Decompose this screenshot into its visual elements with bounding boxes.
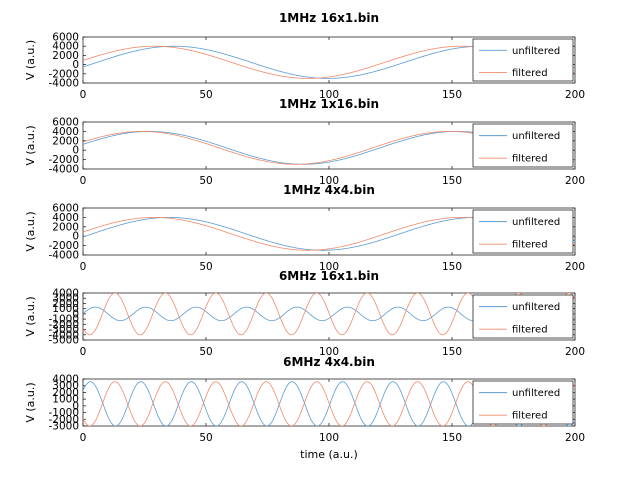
legend-label: filtered [512, 240, 548, 251]
x-tick-label: 200 [565, 346, 585, 358]
y-tick-label: 3000 [52, 380, 79, 392]
legend-label: unfiltered [512, 131, 560, 142]
subplot-3: 1MHz 4x4.bin V (a.u.) 0 50 100 150 200 -4000-20… [24, 183, 585, 273]
subplot-5: 6MHz 4x4.bin V (a.u.) time (a.u.) 0 50 100 150… [24, 355, 585, 461]
x-tick-label: 50 [199, 89, 212, 101]
x-tick-label: 100 [319, 89, 339, 101]
y-axis-label: V (a.u.) [24, 296, 37, 336]
y-tick-label: 0 [72, 231, 79, 243]
legend-label: unfiltered [512, 388, 560, 399]
legend: unfiltered filtered [472, 380, 574, 425]
y-tick-label: 2000 [52, 221, 79, 233]
chart-title: 1MHz 16x1.bin [279, 11, 379, 25]
y-tick-label: 4000 [52, 212, 79, 224]
legend-box [472, 38, 574, 82]
y-tick-label: -2000 [48, 154, 79, 166]
y-tick-label: 2000 [52, 50, 79, 62]
legend-label: unfiltered [512, 217, 560, 228]
chart-title: 6MHz 4x4.bin [283, 355, 375, 369]
x-tick-label: 50 [199, 432, 212, 444]
legend-label: unfiltered [512, 302, 560, 313]
x-tick-label: 0 [80, 89, 87, 101]
y-tick-label: -4000 [48, 329, 79, 341]
y-tick-label: -2000 [48, 319, 79, 331]
x-axis-label: time (a.u.) [300, 448, 358, 461]
legend: unfiltered filtered [472, 123, 574, 168]
y-tick-label: 1000 [52, 303, 79, 315]
y-tick-label: 2000 [52, 135, 79, 147]
subplot-4: 6MHz 16x1.bin V (a.u.) 0 50 100 150 200 -5000-4… [24, 269, 585, 358]
chart-title: 6MHz 16x1.bin [279, 269, 379, 283]
y-tick-label: 3000 [52, 293, 79, 305]
y-tick-label: -3000 [48, 421, 79, 433]
y-tick-label: -2000 [48, 68, 79, 80]
x-tick-label: 50 [199, 346, 212, 358]
y-tick-label: -1000 [48, 407, 79, 419]
legend-label: filtered [512, 411, 548, 422]
legend-box [472, 123, 574, 168]
y-tick-label: -3000 [48, 324, 79, 336]
legend-box [472, 209, 574, 254]
y-tick-label: 0 [72, 308, 79, 320]
x-tick-label: 100 [319, 346, 339, 358]
chart-title: 1MHz 4x4.bin [283, 183, 375, 197]
x-tick-label: 150 [442, 432, 462, 444]
x-tick-label: 50 [199, 261, 212, 273]
x-tick-label: 0 [80, 261, 87, 273]
x-tick-label: 0 [80, 346, 87, 358]
y-tick-label: 6000 [52, 117, 79, 129]
y-tick-label: 2000 [52, 298, 79, 310]
legend: unfiltered filtered [472, 209, 574, 254]
legend-box [472, 294, 574, 339]
x-tick-label: 150 [442, 175, 462, 187]
subplot-1: 1MHz 16x1.bin V (a.u.) 0 50 100 150 200 -4000-2… [24, 11, 585, 101]
x-tick-label: 150 [442, 346, 462, 358]
y-tick-label: -1000 [48, 314, 79, 326]
chart-title: 1MHz 1x16.bin [279, 97, 379, 111]
y-tick-label: -4000 [48, 250, 79, 262]
x-tick-label: 150 [442, 89, 462, 101]
y-axis-label: V (a.u.) [24, 211, 37, 251]
y-tick-label: 6000 [52, 203, 79, 215]
legend-label: filtered [512, 154, 548, 165]
x-tick-label: 0 [80, 175, 87, 187]
y-tick-label: 4000 [52, 126, 79, 138]
y-tick-label: 0 [72, 145, 79, 157]
x-tick-label: 150 [442, 261, 462, 273]
x-tick-label: 200 [565, 261, 585, 273]
y-axis-label: V (a.u.) [24, 125, 37, 165]
y-tick-label: 0 [72, 59, 79, 71]
x-tick-label: 100 [319, 432, 339, 444]
x-tick-label: 0 [80, 432, 87, 444]
legend-label: filtered [512, 325, 548, 336]
y-axis-label: V (a.u.) [24, 40, 37, 80]
x-tick-label: 100 [319, 175, 339, 187]
legend: unfiltered filtered [472, 38, 574, 82]
subplot-2: 1MHz 1x16.bin V (a.u.) 0 50 100 150 200 -4000-2… [24, 97, 585, 187]
y-tick-label: 6000 [52, 32, 79, 44]
x-tick-label: 50 [199, 175, 212, 187]
y-tick-label: -4000 [48, 78, 79, 90]
x-tick-label: 100 [319, 261, 339, 273]
y-tick-label: 4000 [52, 41, 79, 53]
legend-box [472, 380, 574, 425]
y-tick-label: 2000 [52, 387, 79, 399]
x-tick-label: 200 [565, 89, 585, 101]
legend: unfiltered filtered [472, 294, 574, 339]
y-axis-label: V (a.u.) [24, 382, 37, 422]
legend-label: filtered [512, 68, 548, 79]
x-tick-label: 200 [565, 432, 585, 444]
y-tick-label: 4000 [52, 374, 79, 386]
y-tick-label: -2000 [48, 414, 79, 426]
x-tick-label: 200 [565, 175, 585, 187]
y-tick-label: 4000 [52, 288, 79, 300]
y-tick-label: -5000 [48, 335, 79, 347]
y-tick-label: 0 [72, 400, 79, 412]
y-tick-label: -2000 [48, 240, 79, 252]
series-line-filtered [83, 381, 575, 426]
y-tick-label: 1000 [52, 394, 79, 406]
legend-label: unfiltered [512, 46, 560, 57]
y-tick-label: -4000 [48, 164, 79, 176]
